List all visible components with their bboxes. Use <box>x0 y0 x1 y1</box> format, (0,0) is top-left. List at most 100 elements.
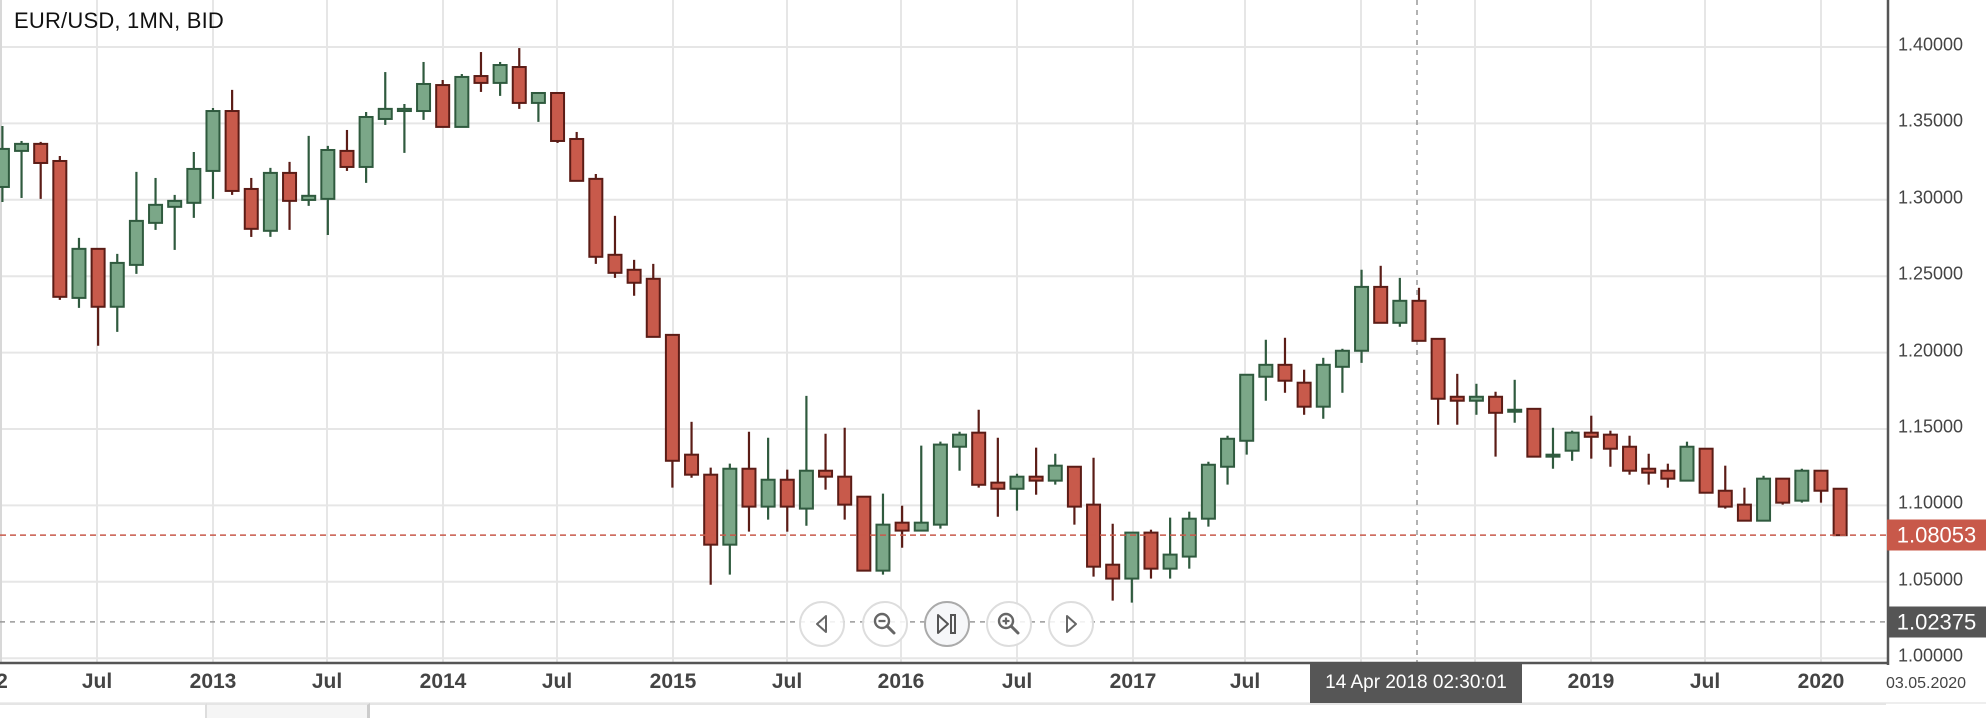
bearish-candle[interactable] <box>1143 529 1159 579</box>
bearish-candle[interactable] <box>1277 337 1293 393</box>
bullish-candle[interactable] <box>1220 435 1236 485</box>
bearish-candle[interactable] <box>550 91 566 143</box>
bullish-candle[interactable] <box>952 431 968 471</box>
bearish-candle[interactable] <box>741 431 757 532</box>
bearish-candle[interactable] <box>664 333 680 488</box>
bearish-candle[interactable] <box>1775 477 1791 505</box>
bullish-candle[interactable] <box>875 493 891 575</box>
bearish-candle[interactable] <box>645 263 661 338</box>
bearish-candle[interactable] <box>1411 287 1427 342</box>
bullish-candle[interactable] <box>128 171 144 274</box>
bullish-candle[interactable] <box>358 111 374 183</box>
bullish-candle[interactable] <box>14 140 30 198</box>
bearish-candle[interactable] <box>818 433 834 490</box>
bullish-candle[interactable] <box>1047 453 1063 485</box>
bullish-candle[interactable] <box>1334 348 1350 393</box>
bullish-candle[interactable] <box>167 194 183 250</box>
bearish-candle[interactable] <box>511 48 527 109</box>
bullish-candle[interactable] <box>1239 373 1255 455</box>
bearish-candle[interactable] <box>52 155 68 300</box>
bearish-candle[interactable] <box>1296 369 1312 415</box>
navigator-window[interactable] <box>0 703 207 718</box>
bullish-candle[interactable] <box>722 463 738 575</box>
bullish-candle[interactable] <box>301 135 317 206</box>
zoom-out-button[interactable] <box>862 601 908 647</box>
bearish-candle[interactable] <box>1717 465 1733 509</box>
bearish-candle[interactable] <box>282 161 298 230</box>
bearish-candle[interactable] <box>1430 337 1446 425</box>
bearish-candle[interactable] <box>1449 373 1465 425</box>
bullish-candle[interactable] <box>320 145 336 235</box>
bearish-candle[interactable] <box>1641 453 1657 485</box>
bullish-candle[interactable] <box>0 125 10 202</box>
bullish-candle[interactable] <box>1200 461 1216 527</box>
bearish-candle[interactable] <box>856 495 872 572</box>
bullish-candle[interactable] <box>1507 379 1523 423</box>
bearish-candle[interactable] <box>224 89 240 195</box>
bearish-candle[interactable] <box>1583 415 1599 459</box>
bullish-candle[interactable] <box>1009 473 1025 511</box>
navigator-handle[interactable] <box>207 703 370 718</box>
bullish-candle[interactable] <box>1354 269 1370 363</box>
bullish-candle[interactable] <box>492 61 508 96</box>
bullish-candle[interactable] <box>205 107 221 199</box>
bearish-candle[interactable] <box>1066 465 1082 525</box>
bullish-candle[interactable] <box>186 151 202 218</box>
bearish-candle[interactable] <box>33 141 49 199</box>
zoom-in-button[interactable] <box>986 601 1032 647</box>
bearish-candle[interactable] <box>569 131 585 182</box>
bullish-candle[interactable] <box>1756 475 1772 522</box>
bullish-candle[interactable] <box>262 167 278 237</box>
bullish-candle[interactable] <box>377 72 393 125</box>
bearish-candle[interactable] <box>1813 469 1829 503</box>
bearish-candle[interactable] <box>684 421 700 478</box>
scroll-left-button[interactable] <box>799 601 845 647</box>
bullish-candle[interactable] <box>760 437 776 520</box>
bullish-candle[interactable] <box>913 445 929 532</box>
bullish-candle[interactable] <box>416 61 432 120</box>
bearish-candle[interactable] <box>1602 430 1618 467</box>
bearish-candle[interactable] <box>779 469 795 532</box>
bearish-candle[interactable] <box>1488 391 1504 457</box>
bearish-candle[interactable] <box>1736 487 1752 522</box>
bearish-candle[interactable] <box>990 437 1006 517</box>
bullish-candle[interactable] <box>798 395 814 526</box>
bearish-candle[interactable] <box>1373 265 1389 324</box>
scroll-right-button[interactable] <box>1048 601 1094 647</box>
bearish-candle[interactable] <box>1660 463 1676 488</box>
bearish-candle[interactable] <box>473 52 489 92</box>
bullish-candle[interactable] <box>109 253 125 332</box>
bearish-candle[interactable] <box>588 173 604 264</box>
bullish-candle[interactable] <box>1315 357 1331 419</box>
bullish-candle[interactable] <box>1392 277 1408 327</box>
bearish-candle[interactable] <box>435 80 451 128</box>
bearish-candle[interactable] <box>626 259 642 296</box>
bullish-candle[interactable] <box>1468 383 1484 415</box>
bullish-candle[interactable] <box>71 237 87 308</box>
bearish-candle[interactable] <box>339 129 355 171</box>
bearish-candle[interactable] <box>1526 407 1542 458</box>
bullish-candle[interactable] <box>396 103 412 153</box>
bearish-candle[interactable] <box>243 177 259 237</box>
bullish-candle[interactable] <box>1564 430 1580 461</box>
bearish-candle[interactable] <box>1698 447 1714 494</box>
bearish-candle[interactable] <box>1105 523 1121 601</box>
bullish-candle[interactable] <box>530 91 546 122</box>
reset-to-latest-button[interactable] <box>924 601 970 647</box>
bullish-candle[interactable] <box>1794 468 1810 503</box>
bearish-candle[interactable] <box>1028 447 1044 495</box>
bearish-candle[interactable] <box>894 505 910 548</box>
bearish-candle[interactable] <box>607 215 623 278</box>
bullish-candle[interactable] <box>148 177 164 230</box>
bullish-candle[interactable] <box>454 74 470 128</box>
bullish-candle[interactable] <box>1124 531 1140 603</box>
bullish-candle[interactable] <box>1545 427 1561 469</box>
bearish-candle[interactable] <box>1622 435 1638 475</box>
bullish-candle[interactable] <box>1258 339 1274 401</box>
bullish-candle[interactable] <box>1181 511 1197 569</box>
bearish-candle[interactable] <box>837 427 853 520</box>
bearish-candle[interactable] <box>90 247 106 346</box>
navigator-track[interactable] <box>370 703 1886 718</box>
bearish-candle[interactable] <box>1086 457 1102 577</box>
